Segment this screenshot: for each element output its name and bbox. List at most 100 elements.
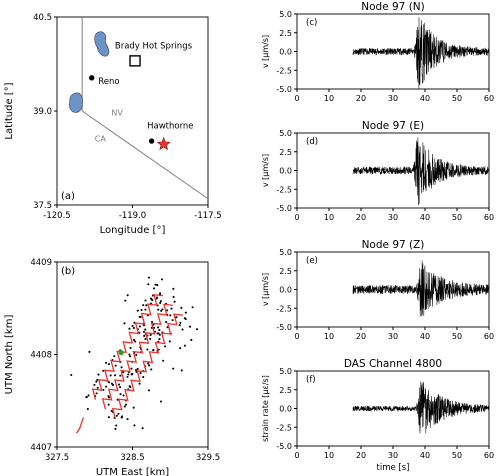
node-point <box>147 276 151 279</box>
node-point <box>169 314 172 317</box>
y-tick-label: -2.5 <box>276 304 292 313</box>
node-point <box>172 295 175 298</box>
node-point <box>132 326 135 330</box>
node-point <box>157 326 160 329</box>
waveform-trace <box>352 17 490 90</box>
node-point <box>139 371 142 375</box>
x-tick-label: 0 <box>294 213 299 222</box>
x-tick-label: 10 <box>324 332 334 341</box>
node-point <box>107 403 110 406</box>
node-point <box>136 367 139 371</box>
node-point <box>172 367 175 370</box>
node-point <box>142 324 145 327</box>
das-cable-tail <box>76 417 85 434</box>
node-point <box>105 361 108 364</box>
node-point <box>144 337 147 341</box>
node-point <box>147 283 150 286</box>
x-axis-label: Longitude [°] <box>100 225 166 236</box>
node-point <box>120 366 123 369</box>
node-point <box>190 338 193 341</box>
array-axes-frame <box>56 261 209 448</box>
node-point <box>157 308 160 311</box>
node-point <box>107 416 110 419</box>
node-point <box>97 373 100 376</box>
x-tick-label: 60 <box>484 213 494 222</box>
node-point <box>107 363 110 366</box>
node-point <box>150 368 153 371</box>
hawthorne-marker <box>148 138 155 144</box>
x-tick-label: 30 <box>388 213 398 222</box>
node-point <box>130 373 133 376</box>
y-tick-label: 5.0 <box>279 248 292 257</box>
x-tick-label: 10 <box>324 213 334 222</box>
node-point <box>141 427 144 430</box>
node-point <box>117 412 120 415</box>
y-tick-label: -2.5 <box>276 423 292 432</box>
node-point <box>188 325 192 328</box>
x-tick-label: 20 <box>356 213 366 222</box>
node-point <box>152 348 155 351</box>
node-point <box>131 324 134 327</box>
das-cable-strand <box>91 293 163 400</box>
panel-label-a: (a) <box>61 191 75 202</box>
x-tick-label: 20 <box>356 94 366 103</box>
node-point <box>149 337 152 340</box>
node-point <box>126 294 129 297</box>
node-point <box>107 396 110 399</box>
x-tick-label: 50 <box>452 213 462 222</box>
node-point <box>161 308 164 311</box>
waveform-panel: (e) Node 97 (Z) 5.0 2.5 0.0 -2.5 -5.00 10 20 30 40… <box>261 239 494 341</box>
node-point <box>147 389 151 392</box>
y-tick-label: -5.0 <box>276 85 292 94</box>
node-point <box>124 403 128 406</box>
node-point <box>109 374 112 377</box>
node-point <box>183 344 186 347</box>
x-tick-label: 60 <box>484 451 494 460</box>
node-point <box>179 321 182 324</box>
y-tick-label: -2.5 <box>276 66 292 75</box>
node-point <box>180 306 183 309</box>
node-point <box>147 362 150 365</box>
x-tick-label: 0 <box>294 451 299 460</box>
node-point <box>165 321 168 324</box>
node-point <box>179 347 182 350</box>
y-tick-label: 0.0 <box>279 286 292 295</box>
panel-title: DAS Channel 4800 <box>344 358 442 370</box>
node-point <box>159 300 162 303</box>
x-tick-label: 10 <box>324 451 334 460</box>
node-point <box>173 300 176 303</box>
reno-marker <box>89 75 95 81</box>
node-point <box>102 388 105 391</box>
state-label-nv: NV <box>111 108 123 117</box>
node-point <box>149 297 153 300</box>
panel-title: Node 97 (N) <box>361 1 425 13</box>
node-point <box>88 350 91 353</box>
y-tick-label: 5.0 <box>279 367 292 376</box>
x-tick-label: 329.5 <box>196 453 220 463</box>
node-point <box>113 374 117 377</box>
x-tick-label: 30 <box>388 451 398 460</box>
y-axis-label: Latitude [°] <box>4 82 15 139</box>
node-point <box>164 345 167 348</box>
node-point <box>158 338 161 341</box>
y-axis-label: v [μm/s] <box>261 35 270 68</box>
node-point <box>151 299 154 302</box>
node-point <box>149 333 152 336</box>
node-point <box>134 340 137 343</box>
node-point <box>119 374 122 377</box>
x-tick-label: -117.5 <box>194 211 221 221</box>
x-axis-label: UTM East [km] <box>96 467 169 476</box>
node-point <box>160 309 163 312</box>
node-point <box>144 299 147 302</box>
node-point <box>129 355 132 358</box>
x-tick-label: 20 <box>356 332 366 341</box>
node-point <box>154 283 157 286</box>
node-point <box>180 369 183 372</box>
node-point <box>170 307 173 310</box>
waveform-trace <box>352 381 490 434</box>
y-tick-label: 37.5 <box>33 201 52 211</box>
y-tick-label: -5.0 <box>276 442 292 451</box>
node-point <box>156 284 159 287</box>
node-point <box>115 414 118 417</box>
